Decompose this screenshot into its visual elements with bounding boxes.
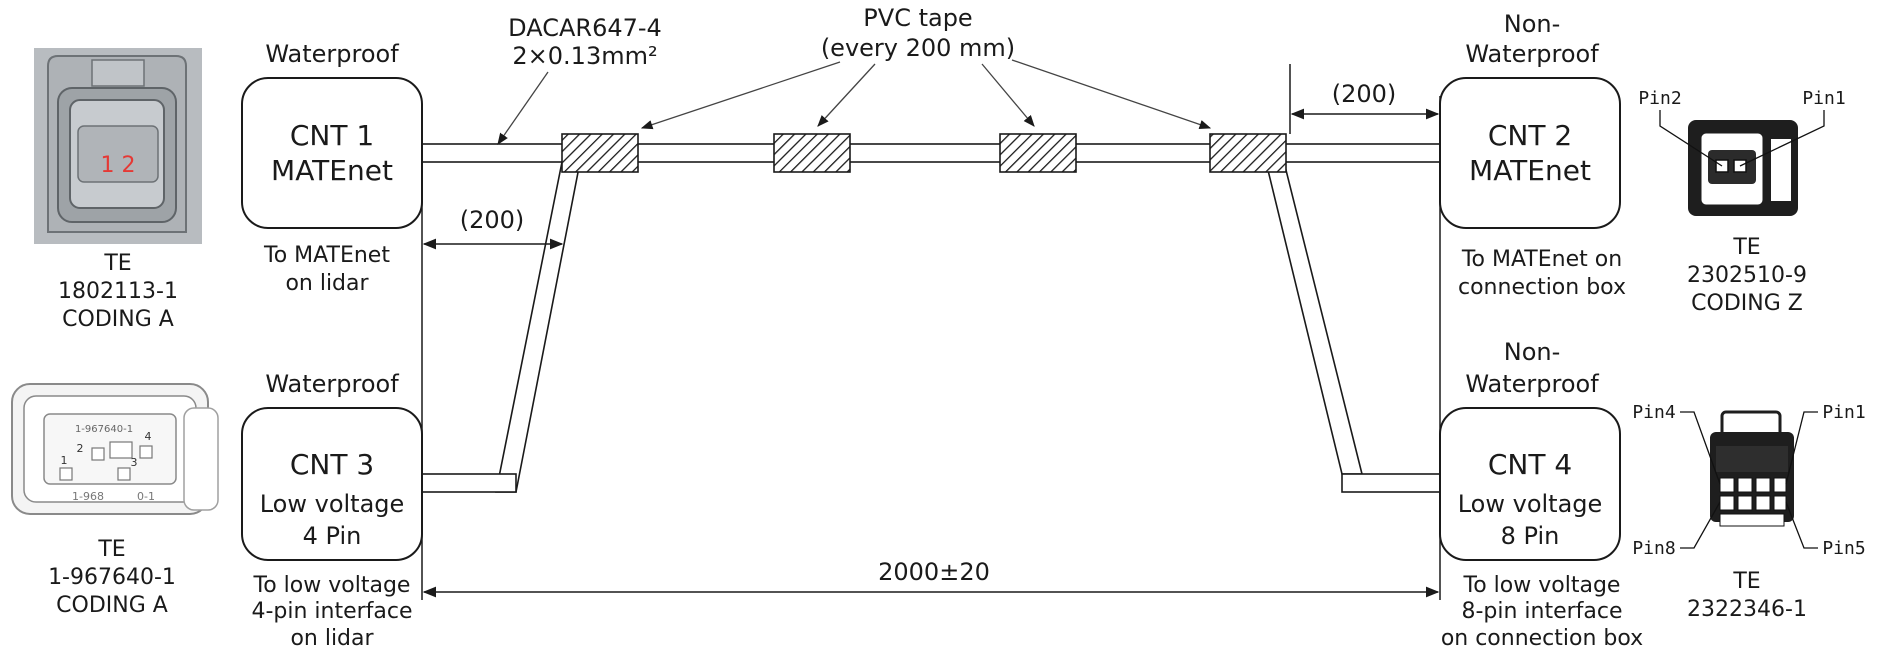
part-drawing-2302510 bbox=[1688, 120, 1798, 216]
cnt1-box bbox=[241, 77, 423, 229]
cnt4-type-1: Low voltage bbox=[1458, 490, 1603, 518]
part2-maker: TE bbox=[1732, 235, 1760, 260]
cnt4-connector: Non- Waterproof CNT 4 Low voltage 8 Pin … bbox=[1439, 338, 1643, 651]
right-branch-cable bbox=[1264, 161, 1364, 475]
dim-left-label: (200) bbox=[460, 206, 525, 234]
part2-pin-b: Pin1 bbox=[1802, 88, 1845, 109]
part-drawing-2322346 bbox=[1710, 410, 1794, 527]
tape-leader-1 bbox=[640, 61, 841, 130]
tape-leader-2 bbox=[817, 63, 876, 127]
part2-coding: CODING Z bbox=[1691, 291, 1803, 316]
part1-pin-marks: 1 2 bbox=[101, 153, 136, 178]
cnt1-env: Waterproof bbox=[265, 40, 399, 68]
cnt1-connector: Waterproof CNT 1 MATEnet To MATEnet on l… bbox=[241, 40, 423, 296]
part-photo-967640: 1-967640-1 1 2 3 4 1-968 0-1 bbox=[11, 383, 219, 515]
cnt3-dest-2: 4-pin interface bbox=[251, 599, 412, 624]
cable-part-label: DACAR647-4 bbox=[508, 14, 662, 42]
part4-pin-br-leader bbox=[1785, 501, 1818, 549]
cnt3-dest-1: To low voltage bbox=[253, 573, 411, 598]
cnt1-dest-2: on lidar bbox=[285, 271, 369, 296]
part4-pin-tr-leader bbox=[1785, 411, 1818, 485]
part4-pin-tr: Pin1 bbox=[1822, 402, 1865, 423]
part3-pin4: 4 bbox=[145, 430, 152, 443]
part4-pin-br: Pin5 bbox=[1822, 538, 1865, 559]
part1-maker: TE bbox=[103, 251, 131, 276]
part1-coding: CODING A bbox=[62, 307, 174, 332]
part2-pin-b-leader bbox=[1739, 110, 1825, 167]
cnt2-env-1: Non- bbox=[1504, 10, 1561, 38]
pvc-tape-1 bbox=[561, 133, 639, 173]
cnt2-name: CNT 2 bbox=[1488, 119, 1572, 152]
cnt3-name: CNT 3 bbox=[290, 448, 374, 481]
pvc-tape-4 bbox=[1209, 133, 1287, 173]
part3-pin1: 1 bbox=[61, 454, 68, 467]
cnt2-dest-1: To MATEnet on bbox=[1461, 247, 1622, 272]
cnt3-type-2: 4 Pin bbox=[303, 522, 362, 550]
cnt2-connector: Non- Waterproof CNT 2 MATEnet To MATEnet… bbox=[1439, 10, 1626, 300]
part4-pin-tl: Pin4 bbox=[1632, 402, 1675, 423]
part3-housing-mark: 1-967640-1 bbox=[75, 424, 133, 435]
cable-body bbox=[421, 133, 1441, 493]
pvc-tape-3 bbox=[999, 133, 1077, 173]
cnt1-type: MATEnet bbox=[271, 154, 393, 187]
cnt4-dest-2: 8-pin interface bbox=[1461, 599, 1622, 624]
cable-spec-label: 2×0.13mm² bbox=[512, 42, 657, 70]
cnt4-box bbox=[1439, 407, 1621, 561]
cnt1-name: CNT 1 bbox=[290, 119, 374, 152]
part3-bottom-mark-a: 1-968 bbox=[72, 490, 104, 503]
cnt3-dest-3: on lidar bbox=[290, 626, 374, 651]
cable-leader bbox=[497, 71, 549, 145]
right-branch-lead bbox=[1341, 473, 1441, 493]
cnt2-box bbox=[1439, 77, 1621, 229]
part2-number: 2302510-9 bbox=[1687, 263, 1807, 288]
cnt4-dest-1: To low voltage bbox=[1463, 573, 1621, 598]
cnt2-env-2: Waterproof bbox=[1465, 40, 1599, 68]
tape-leader-4 bbox=[1011, 59, 1212, 130]
cnt3-connector: Waterproof CNT 3 Low voltage 4 Pin To lo… bbox=[241, 370, 423, 651]
part2-pin-a: Pin2 bbox=[1638, 88, 1681, 109]
dim-right-label: (200) bbox=[1332, 80, 1397, 108]
part3-coding: CODING A bbox=[56, 593, 168, 618]
cnt4-type-2: 8 Pin bbox=[1501, 522, 1560, 550]
part4-pin-bl-leader bbox=[1680, 501, 1721, 549]
cnt3-env: Waterproof bbox=[265, 370, 399, 398]
part4-maker: TE bbox=[1732, 569, 1760, 594]
left-branch-lead bbox=[421, 473, 517, 493]
part1-number: 1802113-1 bbox=[58, 279, 178, 304]
cnt4-env-2: Waterproof bbox=[1465, 370, 1599, 398]
part-photo-1802113: 1 2 bbox=[34, 48, 202, 244]
cnt2-type: MATEnet bbox=[1469, 154, 1591, 187]
cnt4-env-1: Non- bbox=[1504, 338, 1561, 366]
cnt3-type-1: Low voltage bbox=[260, 490, 405, 518]
cnt2-dest-2: connection box bbox=[1458, 275, 1626, 300]
cnt1-dest-1: To MATEnet bbox=[263, 243, 390, 268]
part3-bottom-mark-b: 0-1 bbox=[137, 490, 155, 503]
dim-total-label: 2000±20 bbox=[878, 558, 990, 586]
part2-pin-a-leader bbox=[1659, 110, 1723, 167]
cnt4-name: CNT 4 bbox=[1488, 448, 1572, 481]
part3-pin3: 3 bbox=[131, 456, 138, 469]
tape-leader-3 bbox=[981, 63, 1035, 127]
tape-label-line2: (every 200 mm) bbox=[821, 34, 1015, 62]
cnt4-dest-3: on connection box bbox=[1441, 626, 1643, 651]
part4-pin-bl: Pin8 bbox=[1632, 538, 1675, 559]
part3-pin2: 2 bbox=[77, 442, 84, 455]
part3-number: 1-967640-1 bbox=[48, 565, 176, 590]
cnt3-box bbox=[241, 407, 423, 561]
part4-number: 2322346-1 bbox=[1687, 597, 1807, 622]
pvc-tape-2 bbox=[773, 133, 851, 173]
tape-label-line1: PVC tape bbox=[863, 4, 972, 32]
part3-maker: TE bbox=[97, 537, 125, 562]
part4-pin-tl-leader bbox=[1680, 411, 1721, 485]
